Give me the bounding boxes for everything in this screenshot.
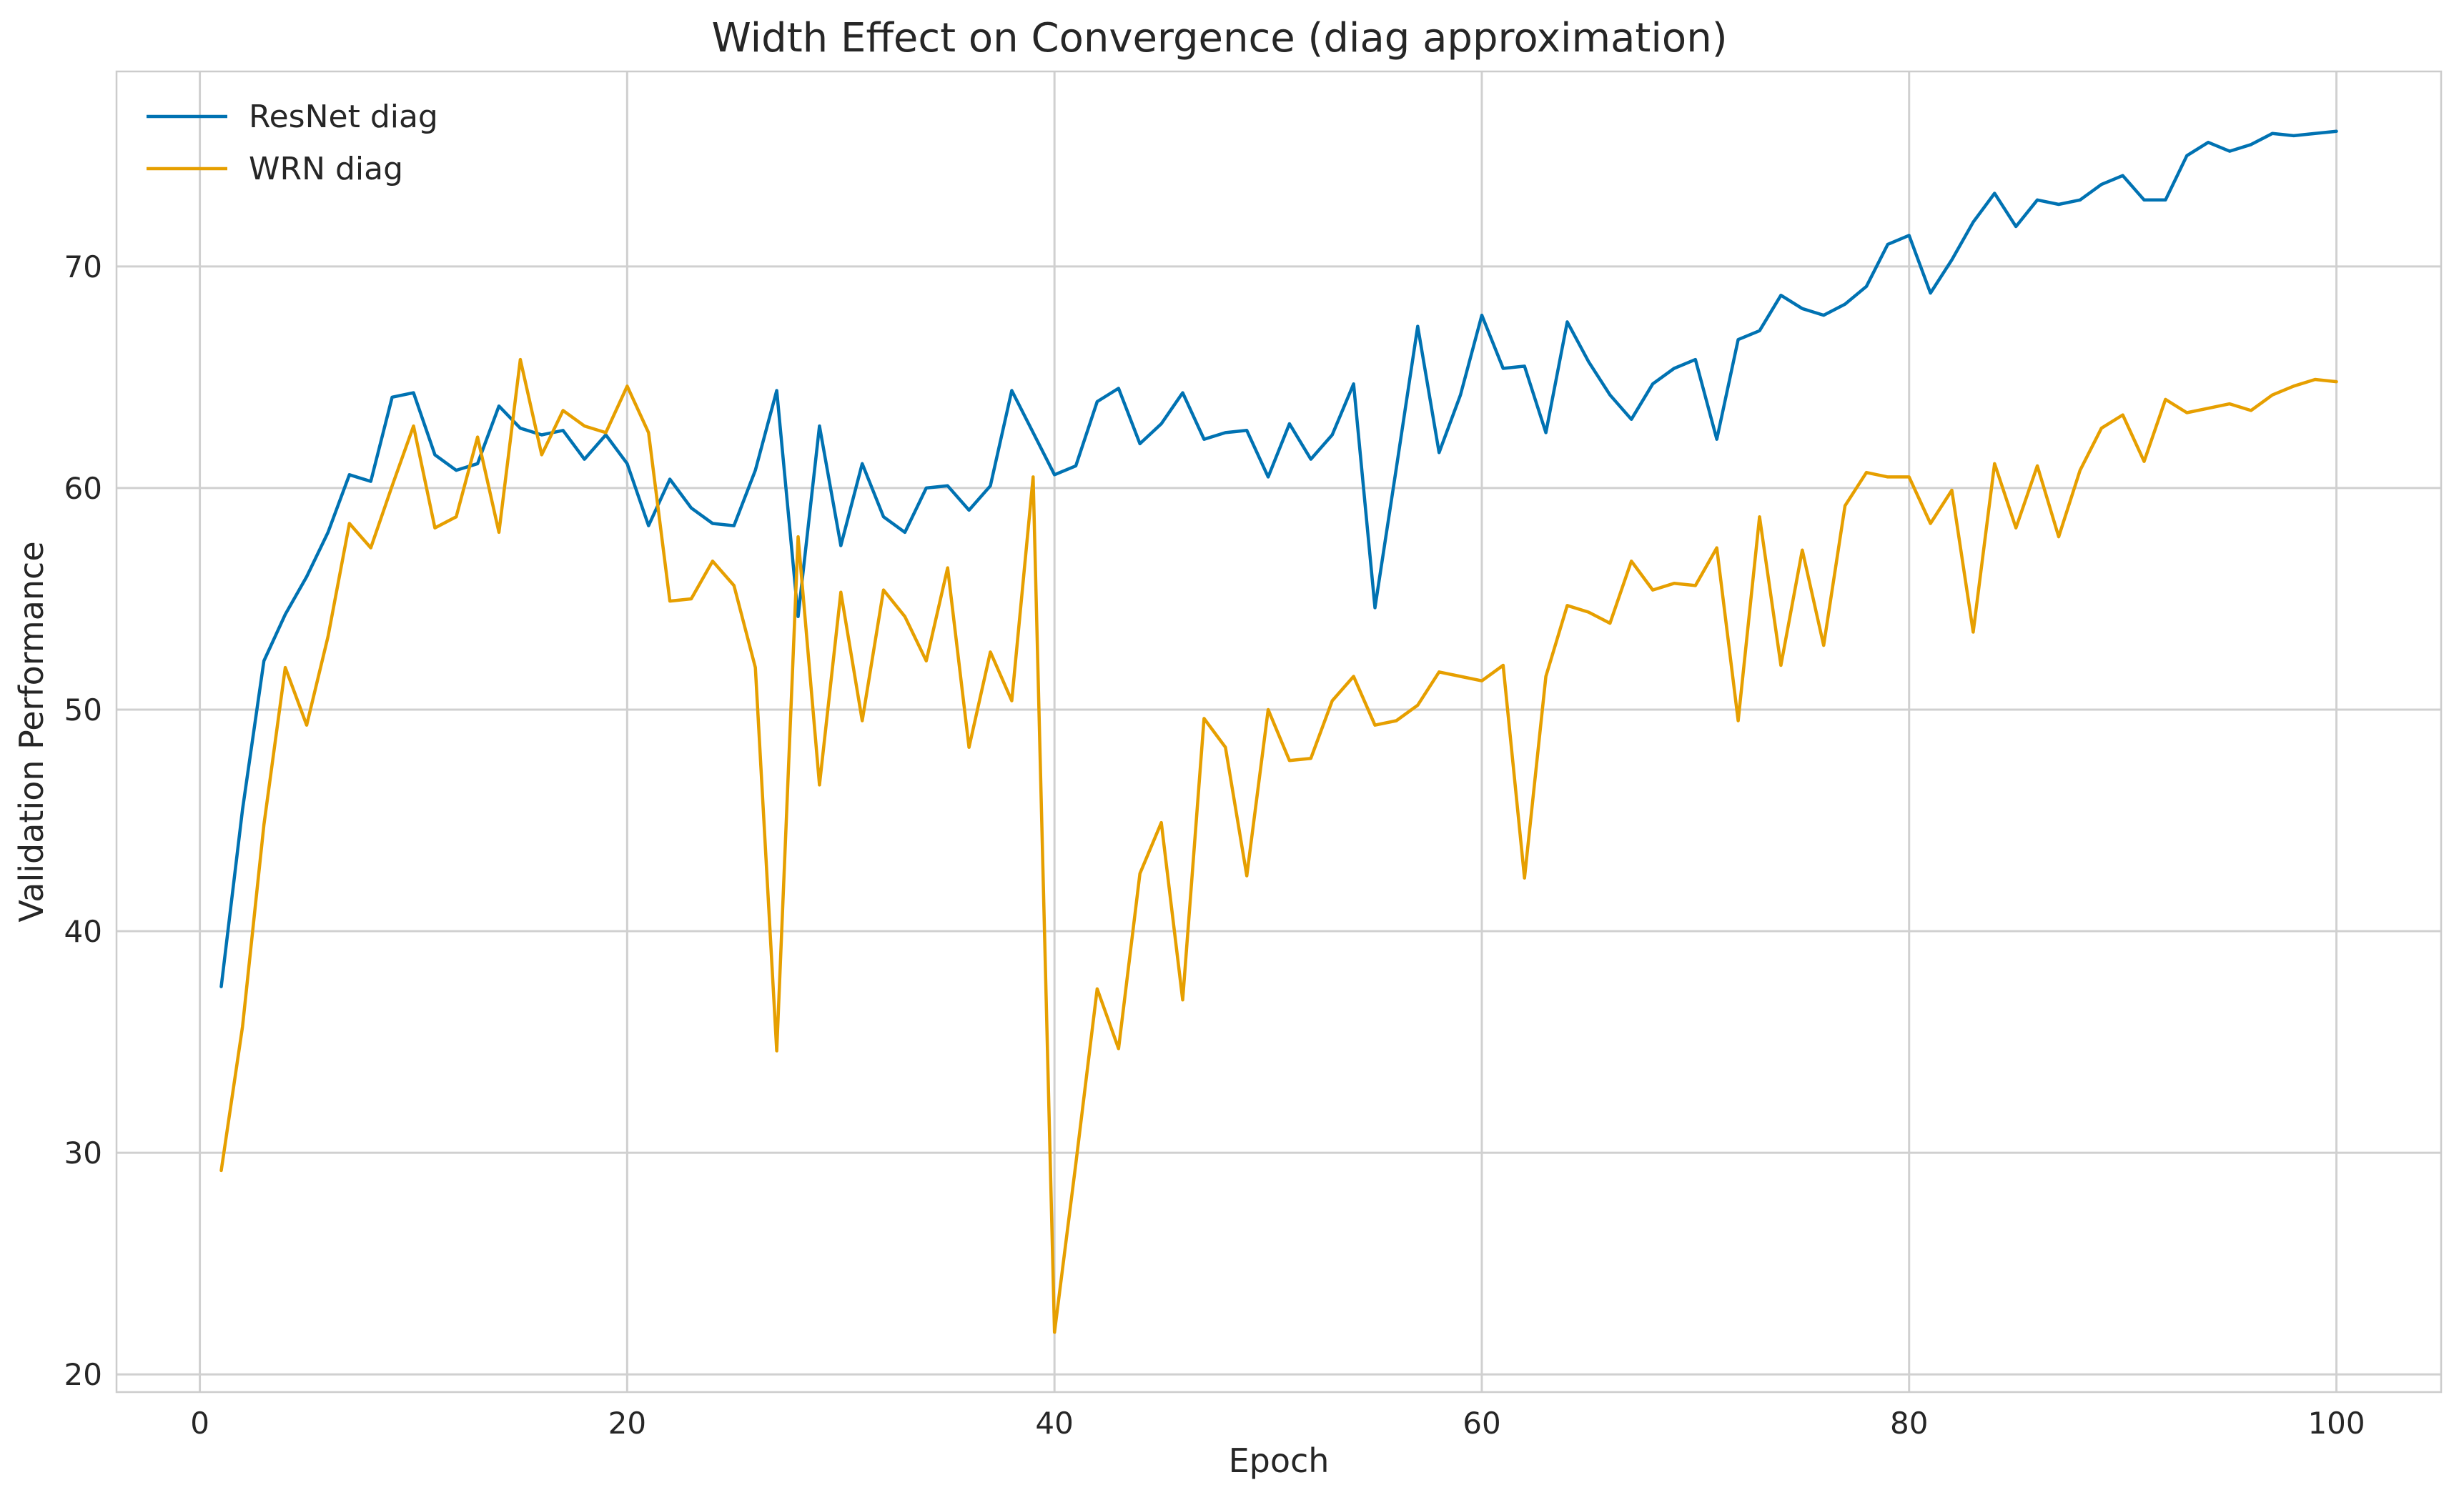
legend-label: WRN diag [249,151,403,187]
plot-frame [115,70,2443,1394]
y-tick-label: 70 [64,249,102,284]
series-line-wrn-diag [219,357,2338,1334]
x-tick-label: 60 [1463,1406,1500,1441]
series-layer [219,129,2338,1334]
x-tick-label: 0 [190,1406,209,1441]
x-axis-label: Epoch [1229,1441,1330,1480]
x-tick-label: 20 [608,1406,646,1441]
legend: ResNet diag WRN diag [147,99,438,187]
y-tick-label: 60 [64,471,102,506]
chart-title: Width Effect on Convergence (diag approx… [711,15,1727,61]
y-tick-label: 50 [64,692,102,727]
tick-labels: 0 20 40 60 80 100 20 30 40 50 60 70 [64,249,2365,1441]
x-tick-label: 40 [1035,1406,1073,1441]
series-line-resnet-diag [219,129,2338,988]
legend-label: ResNet diag [249,99,438,135]
x-tick-label: 100 [2307,1406,2365,1441]
y-tick-label: 40 [64,914,102,949]
x-tick-label: 80 [1890,1406,1928,1441]
y-tick-label: 30 [64,1136,102,1171]
y-axis-label: Validation Performance [12,541,51,922]
y-tick-label: 20 [64,1357,102,1392]
